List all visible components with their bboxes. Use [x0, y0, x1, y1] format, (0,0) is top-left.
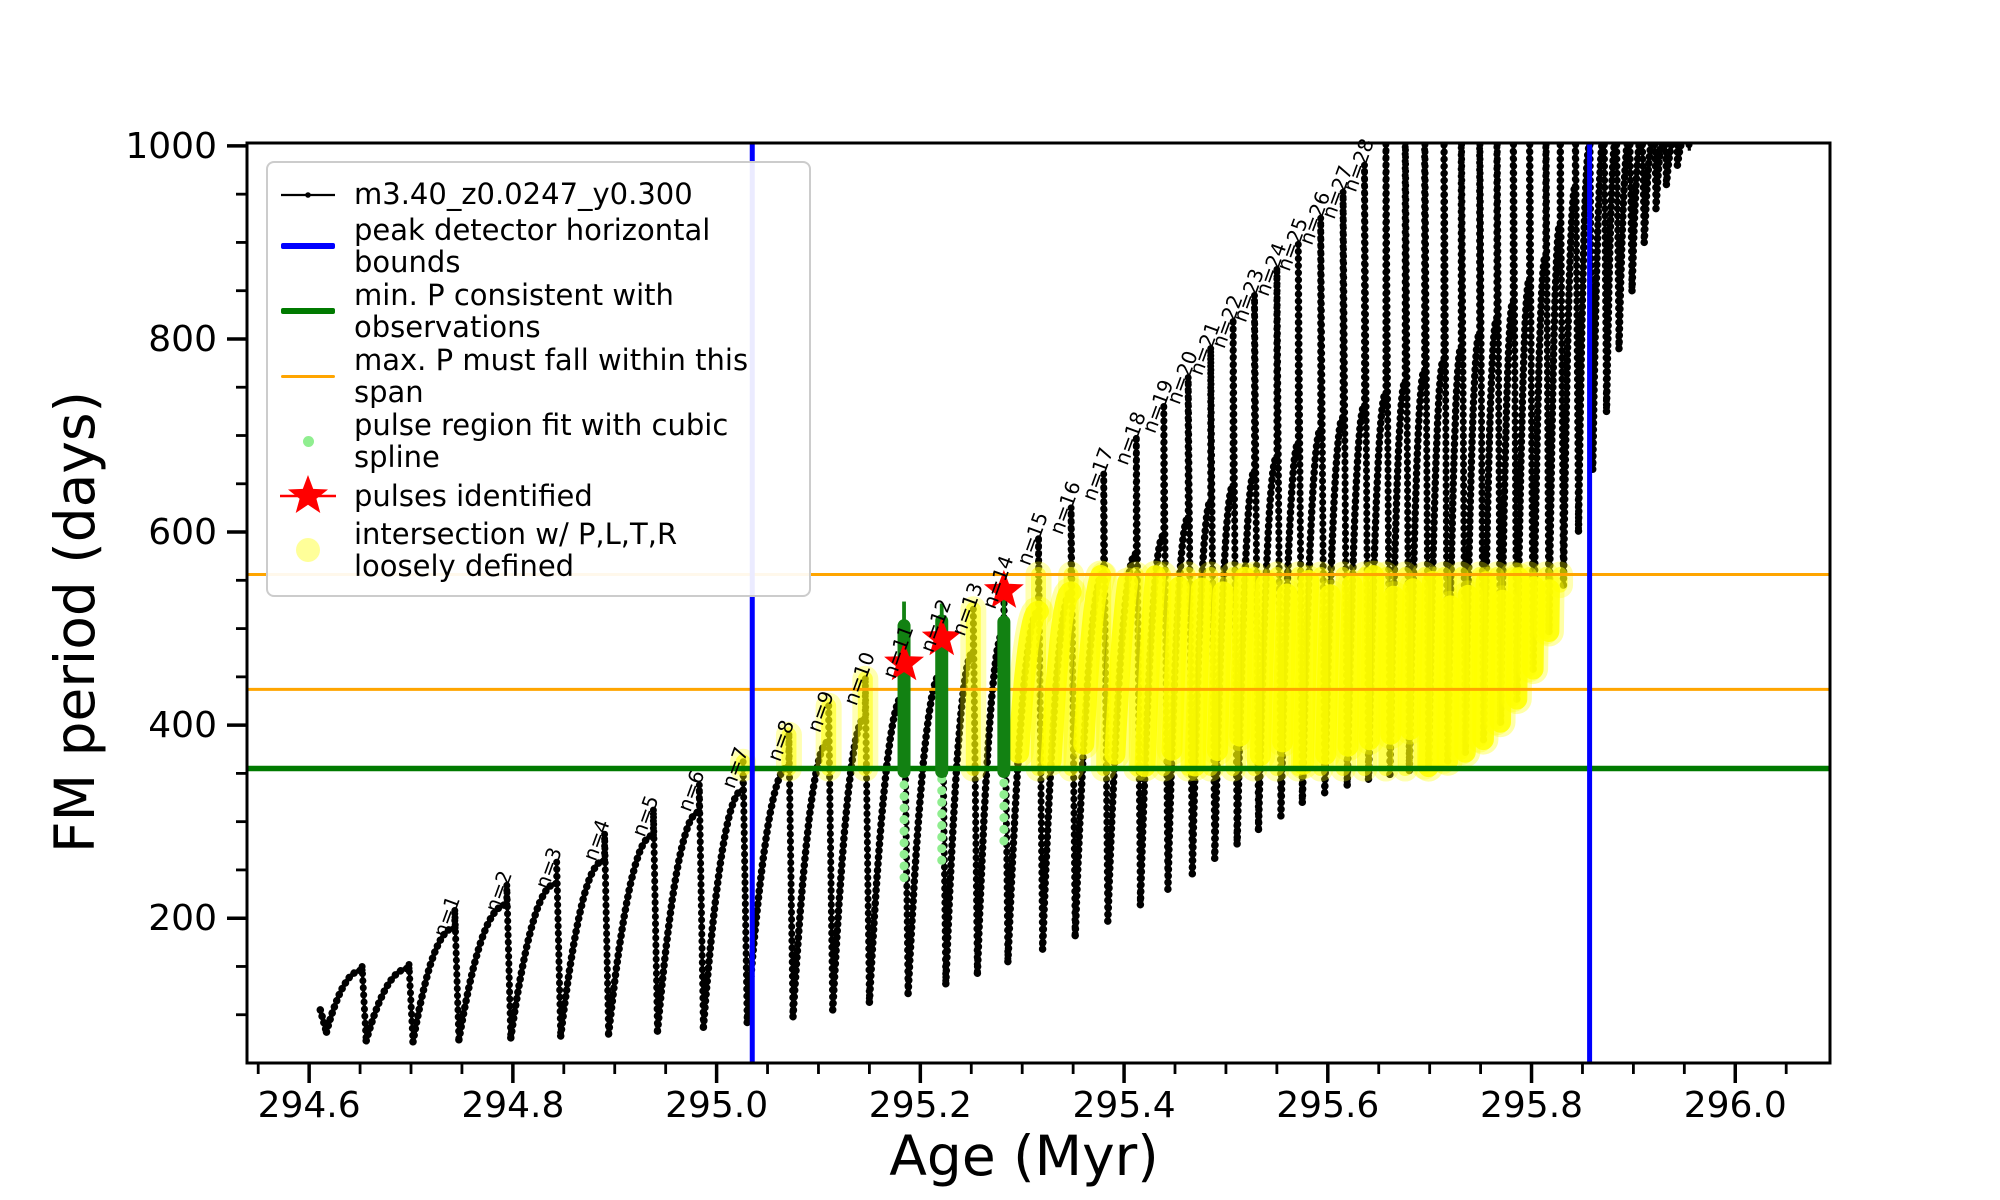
- legend-star-marker: [280, 474, 336, 518]
- legend-item-6: intersection w/ P,L,T,R loosely defined: [280, 518, 793, 583]
- legend-line-marker: [280, 374, 336, 379]
- y-tick-label: 800: [148, 319, 217, 360]
- legend-dot-marker: [280, 435, 336, 447]
- legend-label-0: m3.40_z0.0247_y0.300: [354, 177, 693, 212]
- legend-item-2: min. P consistent with observations: [280, 279, 793, 344]
- pulse-layer: [884, 569, 1024, 883]
- legend-label-5: pulses identified: [354, 478, 593, 513]
- legend-label-3: max. P must fall within this span: [354, 342, 749, 410]
- x-tick-label: 294.6: [258, 1085, 361, 1126]
- x-tick-label: 295.8: [1480, 1085, 1583, 1126]
- legend-item-4: pulse region fit with cubic spline: [280, 409, 793, 474]
- x-tick-label: 295.2: [869, 1085, 972, 1126]
- y-tick-label: 400: [148, 705, 217, 746]
- legend-box: m3.40_z0.0247_y0.300 peak detector horizo…: [266, 161, 811, 597]
- legend-pale-dot-marker: [280, 538, 336, 563]
- legend-item-5: pulses identified: [280, 474, 793, 518]
- legend-label-6: intersection w/ P,L,T,R loosely defined: [354, 516, 678, 584]
- legend-label-2: min. P consistent with observations: [354, 277, 674, 345]
- x-tick-label: 294.8: [461, 1085, 564, 1126]
- x-tick-label: 295.6: [1276, 1085, 1379, 1126]
- legend-label-1: peak detector horizontal bounds: [354, 213, 711, 280]
- y-axis-label: FM period (days): [43, 391, 107, 853]
- legend-line-marker: [280, 243, 336, 250]
- x-tick-label: 296.0: [1684, 1085, 1787, 1126]
- x-axis-label: Age (Myr): [889, 1124, 1159, 1188]
- legend-label-4: pulse region fit with cubic spline: [354, 407, 729, 475]
- pulse-star-2: [983, 569, 1024, 608]
- x-tick-label: 295.4: [1073, 1085, 1176, 1126]
- y-tick-label: 600: [148, 512, 217, 553]
- legend-item-3: max. P must fall within this span: [280, 344, 793, 409]
- ticks-layer: 294.6 294.8 295.0 295.2 295.4 295.6 295.8 296.0…: [125, 126, 1788, 1126]
- legend-item-0: m3.40_z0.0247_y0.300: [280, 175, 793, 214]
- y-tick-label: 200: [148, 898, 217, 939]
- legend-item-1: peak detector horizontal bounds: [280, 214, 793, 279]
- pulse-star-0: [884, 642, 924, 681]
- legend-line-marker: [280, 308, 336, 315]
- x-tick-label: 295.0: [665, 1085, 768, 1126]
- pulse-star-1: [921, 617, 962, 656]
- legend-line-dot-marker: [280, 189, 336, 201]
- axes-frame: [245, 141, 1832, 1065]
- y-tick-label: 1000: [125, 126, 217, 167]
